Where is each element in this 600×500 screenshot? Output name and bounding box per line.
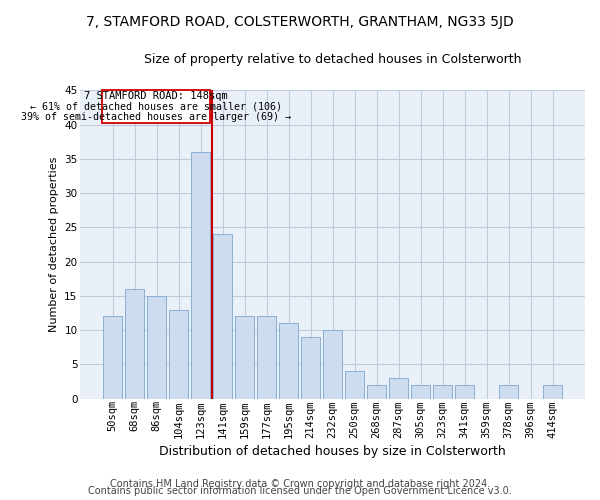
- Bar: [323, 330, 342, 398]
- Bar: [279, 324, 298, 398]
- Bar: [544, 385, 562, 398]
- Text: Contains public sector information licensed under the Open Government Licence v3: Contains public sector information licen…: [88, 486, 512, 496]
- Y-axis label: Number of detached properties: Number of detached properties: [49, 157, 59, 332]
- Bar: [389, 378, 408, 398]
- Text: 7 STAMFORD ROAD: 148sqm: 7 STAMFORD ROAD: 148sqm: [84, 91, 228, 101]
- FancyBboxPatch shape: [102, 90, 210, 123]
- Text: Contains HM Land Registry data © Crown copyright and database right 2024.: Contains HM Land Registry data © Crown c…: [110, 479, 490, 489]
- Bar: [169, 310, 188, 398]
- Title: Size of property relative to detached houses in Colsterworth: Size of property relative to detached ho…: [144, 52, 521, 66]
- Bar: [412, 385, 430, 398]
- Bar: [257, 316, 276, 398]
- Bar: [367, 385, 386, 398]
- X-axis label: Distribution of detached houses by size in Colsterworth: Distribution of detached houses by size …: [159, 444, 506, 458]
- Bar: [235, 316, 254, 398]
- Bar: [103, 316, 122, 398]
- Bar: [147, 296, 166, 398]
- Bar: [455, 385, 474, 398]
- Bar: [433, 385, 452, 398]
- Text: 39% of semi-detached houses are larger (69) →: 39% of semi-detached houses are larger (…: [21, 112, 291, 122]
- Bar: [191, 152, 210, 398]
- Bar: [301, 337, 320, 398]
- Bar: [125, 289, 144, 399]
- Bar: [213, 234, 232, 398]
- Text: 7, STAMFORD ROAD, COLSTERWORTH, GRANTHAM, NG33 5JD: 7, STAMFORD ROAD, COLSTERWORTH, GRANTHAM…: [86, 15, 514, 29]
- Bar: [346, 372, 364, 398]
- Text: ← 61% of detached houses are smaller (106): ← 61% of detached houses are smaller (10…: [30, 102, 282, 112]
- Bar: [499, 385, 518, 398]
